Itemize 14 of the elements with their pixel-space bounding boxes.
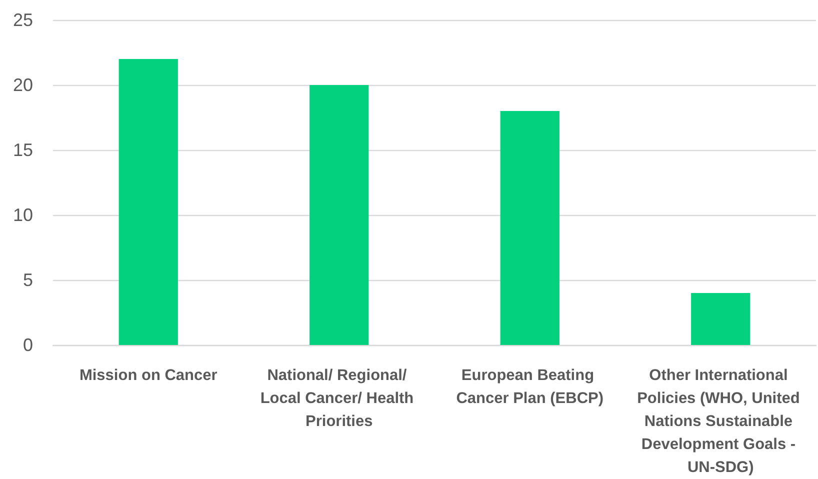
x-tick-label: Other International Policies (WHO, United Nations Sustainable Development Goals - UN-SDG) bbox=[637, 367, 804, 476]
bar bbox=[500, 111, 560, 345]
x-tick-label: National/ Regional/ Local Cancer/ Health Priorities bbox=[260, 367, 418, 430]
y-tick-label: 15 bbox=[12, 140, 33, 160]
x-tick-label: European Beating Cancer Plan (EBCP) bbox=[456, 367, 604, 407]
x-tick-label: Mission on Cancer bbox=[79, 367, 218, 384]
bar bbox=[310, 85, 369, 345]
y-tick-label: 0 bbox=[22, 335, 33, 355]
y-tick-label: 25 bbox=[12, 10, 33, 30]
y-tick-label: 20 bbox=[12, 75, 33, 95]
y-tick-label: 5 bbox=[22, 270, 33, 290]
y-tick-label: 10 bbox=[12, 205, 33, 225]
bar bbox=[118, 59, 178, 345]
bar bbox=[691, 293, 750, 345]
